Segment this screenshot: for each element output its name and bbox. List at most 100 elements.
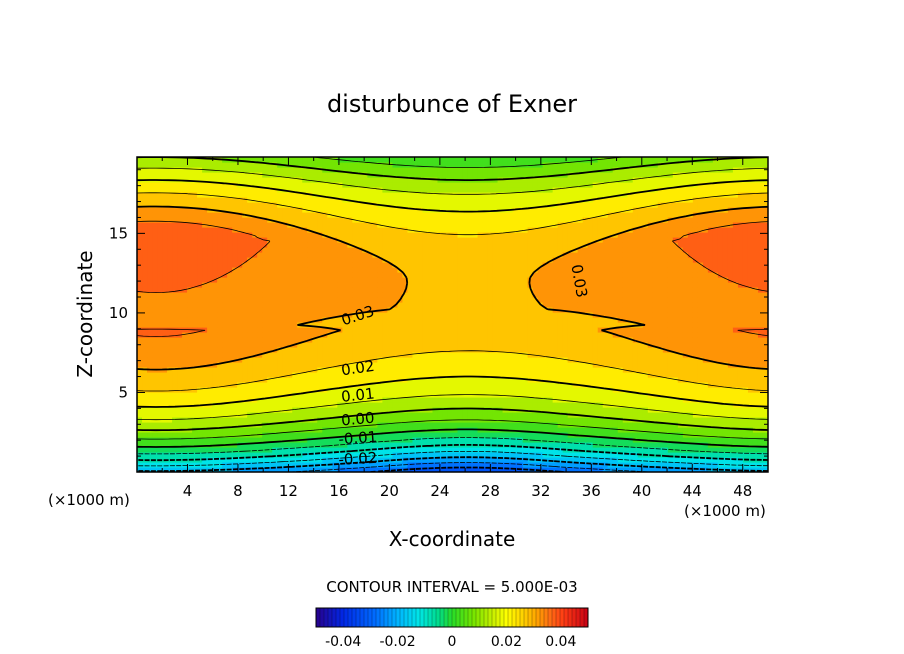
- field-cell: [397, 362, 404, 368]
- field-cell: [477, 257, 484, 263]
- field-cell: [162, 342, 168, 348]
- field-cell: [367, 327, 373, 333]
- field-cell: [482, 402, 489, 408]
- field-cell: [247, 162, 253, 168]
- field-cell: [272, 252, 278, 258]
- field-cell: [227, 272, 233, 278]
- field-cell: [347, 402, 353, 408]
- field-cell: [302, 402, 308, 408]
- field-cell: [432, 372, 439, 378]
- field-cell: [412, 332, 419, 338]
- field-cell: [377, 422, 383, 428]
- field-cell: [352, 182, 358, 188]
- field-cell: [217, 222, 223, 228]
- field-cell: [512, 367, 519, 373]
- field-cell: [462, 172, 469, 178]
- field-cell: [167, 202, 173, 208]
- field-cell: [507, 467, 514, 472]
- field-cell: [297, 252, 303, 258]
- field-cell: [447, 342, 454, 348]
- field-cell: [247, 462, 253, 468]
- field-cell: [147, 462, 153, 468]
- field-cell: [282, 197, 288, 203]
- field-cell: [502, 212, 509, 218]
- field-cell: [247, 217, 253, 223]
- field-cell: [362, 407, 368, 413]
- field-cell: [292, 402, 298, 408]
- field-cell: [467, 217, 474, 223]
- field-cell: [397, 402, 404, 408]
- field-cell: [192, 372, 198, 378]
- field-cell: [487, 237, 494, 243]
- field-cell: [287, 247, 293, 253]
- field-cell: [402, 212, 409, 218]
- field-cell: [522, 287, 529, 293]
- field-cell: [447, 287, 454, 293]
- field-cell: [212, 202, 218, 208]
- field-cell: [232, 247, 238, 253]
- field-cell: [477, 327, 484, 333]
- field-cell: [362, 282, 368, 288]
- field-cell: [332, 262, 338, 268]
- field-cell: [182, 302, 188, 308]
- field-cell: [192, 222, 198, 228]
- field-cell: [317, 267, 323, 273]
- field-cell: [447, 432, 454, 438]
- field-cell: [217, 307, 223, 313]
- field-cell: [292, 337, 298, 343]
- field-cell: [352, 422, 358, 428]
- field-cell: [152, 437, 158, 443]
- field-cell: [322, 192, 328, 198]
- field-cell: [507, 442, 514, 448]
- field-cell: [377, 167, 383, 173]
- field-cell: [167, 432, 173, 438]
- field-cell: [337, 267, 343, 273]
- field-cell: [282, 387, 288, 393]
- field-cell: [457, 352, 464, 358]
- field-cell: [202, 297, 208, 303]
- field-cell: [427, 317, 434, 323]
- field-cell: [287, 252, 293, 258]
- field-cell: [472, 452, 479, 458]
- field-cell: [267, 407, 273, 413]
- field-cell: [287, 422, 293, 428]
- field-cell: [247, 212, 253, 218]
- field-cell: [302, 427, 308, 433]
- field-cell: [462, 397, 469, 403]
- field-cell: [232, 242, 238, 248]
- field-cell: [422, 437, 429, 443]
- field-cell: [387, 242, 394, 248]
- field-cell: [432, 462, 439, 468]
- field-cell: [302, 282, 308, 288]
- field-cell: [312, 322, 318, 328]
- field-cell: [357, 312, 363, 318]
- field-cell: [322, 197, 328, 203]
- field-cell: [322, 437, 328, 443]
- field-cell: [432, 187, 439, 193]
- field-cell: [217, 207, 223, 213]
- field-cell: [377, 467, 383, 472]
- field-cell: [262, 442, 268, 448]
- field-cell: [182, 222, 188, 228]
- field-cell: [407, 252, 414, 258]
- field-cell: [187, 232, 193, 238]
- field-cell: [407, 237, 414, 243]
- field-cell: [507, 382, 514, 388]
- field-cell: [322, 262, 328, 268]
- field-cell: [222, 342, 228, 348]
- field-cell: [232, 167, 238, 173]
- field-cell: [182, 312, 188, 318]
- field-cell: [217, 192, 223, 198]
- field-cell: [437, 227, 444, 233]
- field-cell: [262, 342, 268, 348]
- field-cell: [227, 222, 233, 228]
- field-cell: [172, 407, 178, 413]
- field-cell: [262, 412, 268, 418]
- field-cell: [247, 287, 253, 293]
- field-cell: [387, 212, 394, 218]
- field-cell: [272, 247, 278, 253]
- field-cell: [287, 302, 293, 308]
- field-cell: [372, 187, 378, 193]
- field-cell: [157, 407, 163, 413]
- field-cell: [217, 257, 223, 263]
